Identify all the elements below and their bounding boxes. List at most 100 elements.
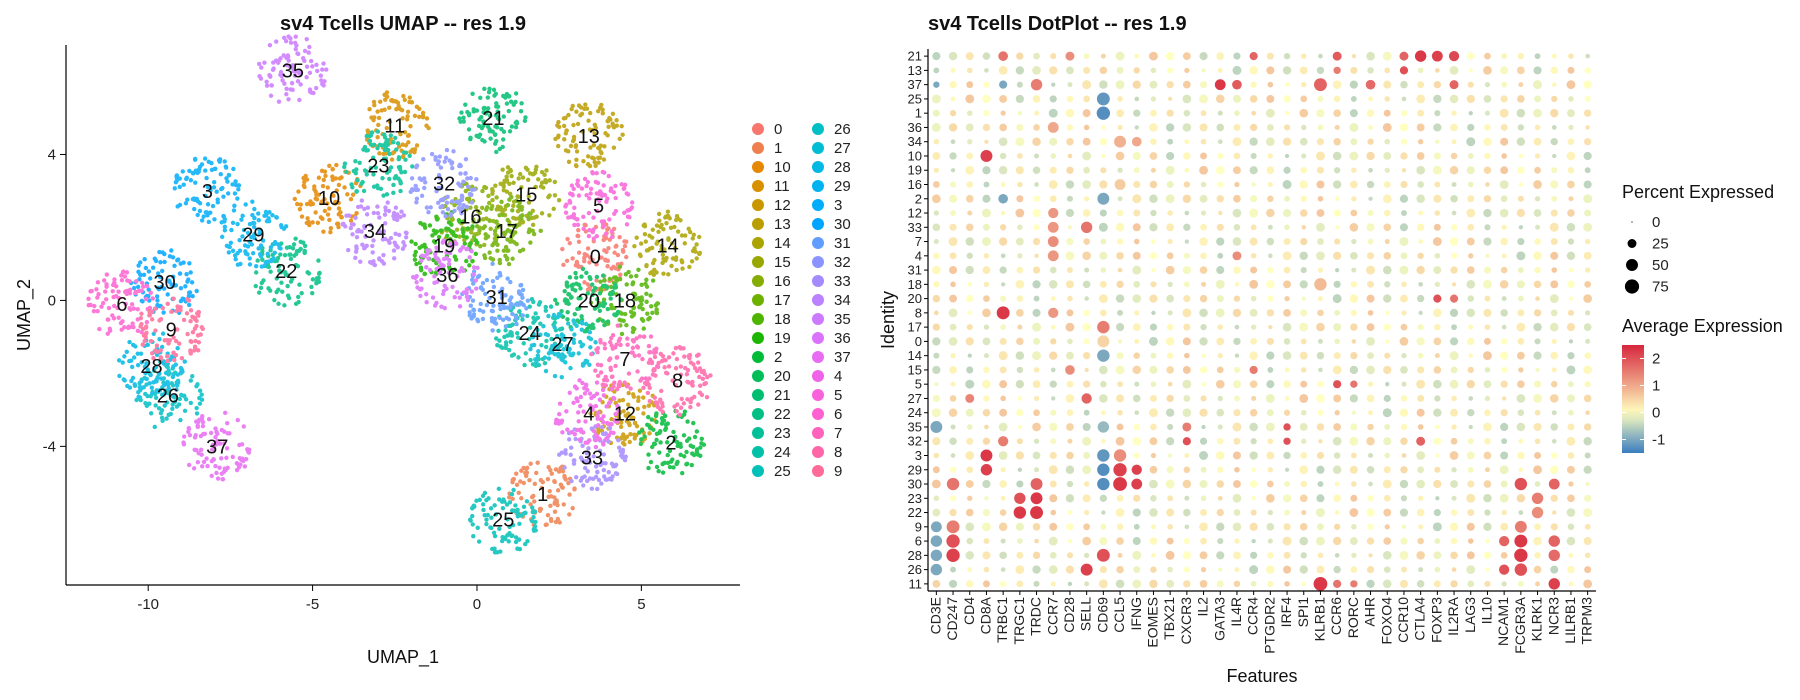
- dot: [1083, 509, 1090, 516]
- dot: [982, 237, 991, 246]
- umap-cluster-label: 14: [657, 236, 679, 258]
- umap-legend-label: 5: [834, 387, 842, 404]
- dot: [1151, 553, 1156, 558]
- umap-cluster-17-cells: [469, 194, 543, 267]
- dot: [1182, 52, 1191, 61]
- dot: [999, 580, 1007, 588]
- dot: [1351, 238, 1357, 245]
- umap-cluster-label: 21: [482, 108, 504, 130]
- dot: [1584, 523, 1591, 530]
- dot: [1132, 323, 1141, 331]
- umap-legend-swatch: [752, 123, 764, 135]
- dot: [1499, 564, 1510, 575]
- dot: [1583, 222, 1593, 232]
- dot: [1067, 267, 1073, 274]
- dot: [1451, 210, 1457, 216]
- dot: [1283, 338, 1291, 345]
- dot: [1216, 223, 1224, 231]
- dot: [1199, 94, 1209, 104]
- dot: [1166, 123, 1175, 132]
- dot: [1266, 351, 1275, 360]
- dot: [932, 223, 941, 232]
- dot: [1349, 151, 1359, 161]
- dot: [1284, 480, 1291, 488]
- dot: [950, 353, 956, 359]
- dot: [1583, 437, 1592, 446]
- dot: [1368, 125, 1373, 130]
- dot: [949, 266, 958, 275]
- dot: [1350, 351, 1358, 360]
- dot: [1051, 82, 1056, 87]
- dot: [1284, 224, 1290, 231]
- dot: [1033, 438, 1040, 444]
- dot: [1134, 381, 1140, 387]
- dot: [1400, 80, 1408, 89]
- dot: [1468, 111, 1473, 116]
- dot: [1551, 95, 1558, 103]
- dot: [1533, 565, 1542, 574]
- dot: [1401, 353, 1407, 359]
- dot: [1516, 137, 1526, 146]
- dotplot-feature-label: FCGR3A: [1512, 596, 1528, 653]
- dot: [1451, 252, 1458, 259]
- dotplot-identity-label: 33: [908, 220, 922, 235]
- dot: [1550, 109, 1559, 118]
- umap-cluster-label: 2: [665, 433, 676, 455]
- dot: [1382, 194, 1392, 204]
- dot: [1549, 322, 1559, 332]
- dot: [932, 323, 941, 331]
- dot: [1116, 523, 1124, 531]
- dot: [1233, 437, 1241, 445]
- dot: [1435, 453, 1440, 458]
- dot: [1514, 477, 1528, 491]
- dot: [1167, 238, 1173, 245]
- umap-legend-swatch: [812, 446, 824, 458]
- dot: [1516, 422, 1526, 432]
- dotplot-feature-label: TRGC1: [1011, 597, 1027, 645]
- dot: [1333, 452, 1341, 459]
- dot: [1349, 436, 1359, 446]
- dot: [1550, 351, 1559, 360]
- dot: [946, 548, 960, 563]
- umap-legend-label: 20: [774, 368, 791, 385]
- dot: [1182, 308, 1192, 318]
- dotplot-feature-label: CD8A: [977, 596, 993, 634]
- dot: [1333, 66, 1341, 75]
- dot: [1299, 536, 1309, 546]
- umap-legend-item: 10: [752, 159, 791, 176]
- dot: [1250, 324, 1257, 330]
- dot: [1551, 338, 1557, 345]
- dot: [1416, 294, 1425, 303]
- dot: [950, 139, 956, 145]
- dot: [1133, 238, 1140, 245]
- dot: [1032, 66, 1041, 75]
- umap-legend-label: 12: [774, 197, 791, 214]
- dotplot-feature-label: CD247: [944, 597, 960, 641]
- dot: [1333, 95, 1341, 103]
- umap-legend-label: 23: [774, 425, 791, 442]
- dot: [1400, 180, 1408, 189]
- dot: [1216, 52, 1225, 60]
- dot: [1351, 267, 1357, 273]
- dot: [1116, 494, 1124, 502]
- dot: [1567, 352, 1575, 360]
- dot: [1366, 436, 1375, 446]
- dot: [1284, 124, 1291, 131]
- dot: [1384, 310, 1390, 316]
- dot: [1017, 396, 1023, 401]
- dot: [1533, 393, 1543, 403]
- dot: [950, 495, 957, 502]
- dot: [1116, 537, 1124, 545]
- dot: [1434, 110, 1441, 117]
- dot: [1116, 423, 1124, 431]
- dot: [1485, 182, 1490, 187]
- dot: [1049, 137, 1058, 146]
- umap-legend-item: 22: [752, 406, 791, 423]
- dot: [1383, 109, 1391, 117]
- dotplot-identity-label: 26: [908, 562, 922, 577]
- size-legend-label: 25: [1652, 236, 1669, 253]
- dot: [1450, 551, 1458, 560]
- umap-legend-label: 10: [774, 159, 791, 176]
- dot: [980, 464, 993, 476]
- dot: [1566, 223, 1576, 232]
